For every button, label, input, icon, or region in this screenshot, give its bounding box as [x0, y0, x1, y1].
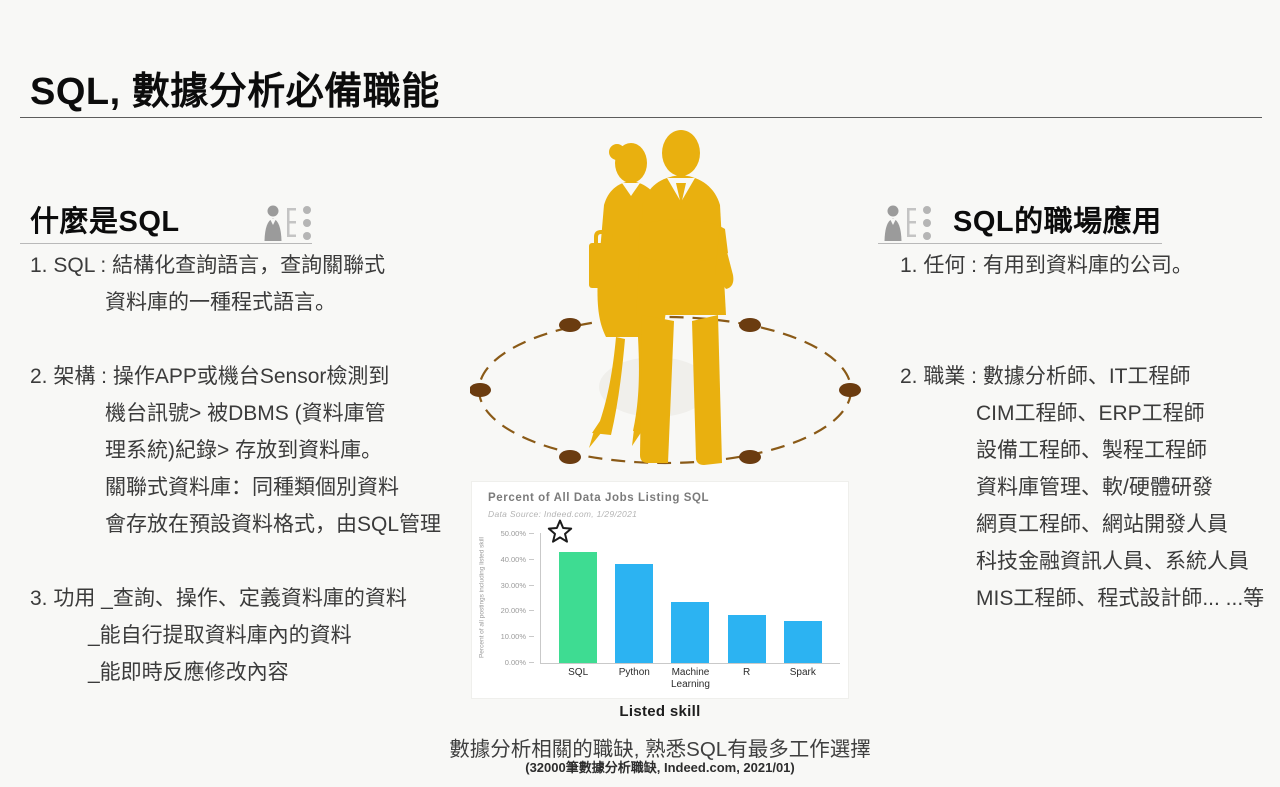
- text-line: _能自行提取資料庫內的資料: [88, 624, 352, 647]
- text-line: 機台訊號> 被DBMS (資料庫管: [105, 402, 386, 425]
- text-line: 理系統)紀錄> 存放到資料庫。: [105, 439, 383, 462]
- source-note: (32000筆數據分析職缺, Indeed.com, 2021/01): [525, 760, 795, 775]
- star-icon: [547, 519, 573, 543]
- list-item: 2. 職業 : 數據分析師、IT工程師 CIM工程師、ERP工程師 設備工程師、…: [900, 358, 1280, 617]
- left-section-divider: [20, 243, 312, 244]
- bar-rect: [615, 563, 654, 663]
- y-tick-label: 30.00%: [501, 581, 534, 590]
- text-line: 1. 任何 : 有用到資料庫的公司。: [900, 254, 1193, 277]
- chart-subtitle: Data Source: Indeed.com, 1/29/2021: [488, 509, 638, 519]
- y-tick-label: 40.00%: [501, 555, 534, 564]
- business-people-illustration: [470, 130, 861, 465]
- chart-bars: SQL Python Machine Learning R Spark: [541, 533, 840, 690]
- slide-caption: 數據分析相關的職缺, 熟悉SQL有最多工作選擇: [449, 738, 871, 761]
- list-item: 1. SQL : 結構化查詢語言，查詢關聯式 資料庫的一種程式語言。: [30, 247, 480, 321]
- chart-y-axis-label: Percent of all postings including listed…: [478, 536, 486, 659]
- text-line: 2. 架構 : 操作APP或機台Sensor檢測到: [30, 365, 390, 388]
- chart-plot-area: Percent of all postings including listed…: [472, 519, 848, 698]
- list-item: 2. 架構 : 操作APP或機台Sensor檢測到 機台訊號> 被DBMS (資…: [30, 358, 480, 543]
- chart-x-axis-label: Listed skill: [619, 703, 701, 720]
- text-line: 3. 功用 _查詢、操作、定義資料庫的資料: [30, 587, 407, 610]
- chart-y-ticks: 50.00% 40.00% 30.00% 20.00% 10.00% 0.00%: [494, 529, 534, 667]
- y-tick-label: 20.00%: [501, 606, 534, 615]
- chart-card: Percent of All Data Jobs Listing SQL Dat…: [472, 482, 848, 698]
- y-tick-label: 10.00%: [501, 632, 534, 641]
- chart-bar-sql: SQL: [559, 533, 598, 678]
- chart-bar-machine-learning: Machine Learning: [671, 533, 710, 690]
- bar-rect: [727, 614, 766, 663]
- chart-bar-python: Python: [615, 533, 654, 678]
- sql-workplace-list: 1. 任何 : 有用到資料庫的公司。 2. 職業 : 數據分析師、IT工程師 C…: [900, 247, 1280, 691]
- text-line: 資料庫的一種程式語言。: [105, 291, 336, 314]
- text-line: 設備工程師、製程工程師: [976, 439, 1207, 462]
- list-item: 3. 功用 _查詢、操作、定義資料庫的資料 _能自行提取資料庫內的資料 _能即時…: [30, 580, 480, 691]
- man-silhouette: [636, 130, 734, 465]
- text-line: MIS工程師、程式設計師... ...等: [976, 587, 1265, 610]
- text-line: _能即時反應修改內容: [88, 661, 289, 684]
- bar-rect: [671, 602, 710, 663]
- bar-category-label: Python: [618, 667, 650, 678]
- chart-title: Percent of All Data Jobs Listing SQL: [488, 492, 710, 504]
- text-line: 資料庫管理、軟/硬體研發: [976, 476, 1213, 499]
- what-is-sql-list: 1. SQL : 結構化查詢語言，查詢關聯式 資料庫的一種程式語言。 2. 架構…: [30, 247, 480, 728]
- page-title: SQL, 數據分析必備職能: [30, 71, 440, 113]
- right-section-divider: [878, 243, 1162, 244]
- chart-bar-r: R: [727, 533, 766, 678]
- chart-bar-spark: Spark: [783, 533, 822, 678]
- text-line: 2. 職業 : 數據分析師、IT工程師: [900, 365, 1191, 388]
- right-section-heading: SQL的職場應用: [953, 206, 1162, 238]
- bar-category-label: Spark: [789, 667, 816, 678]
- text-line: 會存放在預設資料格式，由SQL管理: [105, 513, 442, 536]
- list-item: 1. 任何 : 有用到資料庫的公司。: [900, 247, 1280, 284]
- bar-category-label: SQL: [568, 667, 589, 678]
- text-line: 1. SQL : 結構化查詢語言，查詢關聯式: [30, 254, 386, 277]
- bar-rect: [559, 552, 598, 663]
- bar-category-label: R: [743, 667, 751, 678]
- ellipse-dots: [470, 318, 861, 464]
- bar-category-label: Machine Learning: [671, 667, 710, 690]
- person-list-icon: [882, 203, 938, 243]
- left-section-heading: 什麼是SQL: [30, 206, 180, 238]
- y-tick-label: 50.00%: [501, 529, 534, 538]
- bar-rect: [783, 620, 822, 663]
- text-line: 科技金融資訊人員、系統人員: [976, 550, 1249, 573]
- text-line: CIM工程師、ERP工程師: [976, 402, 1205, 425]
- text-line: 關聯式資料庫：同種類個別資料: [105, 476, 399, 499]
- chart-x-axis-line: [540, 663, 840, 664]
- text-line: 網頁工程師、網站開發人員: [976, 513, 1228, 536]
- y-tick-label: 0.00%: [505, 658, 534, 667]
- chart-y-axis-line: [540, 533, 541, 663]
- title-divider: [20, 117, 1262, 118]
- person-list-icon: [262, 203, 318, 243]
